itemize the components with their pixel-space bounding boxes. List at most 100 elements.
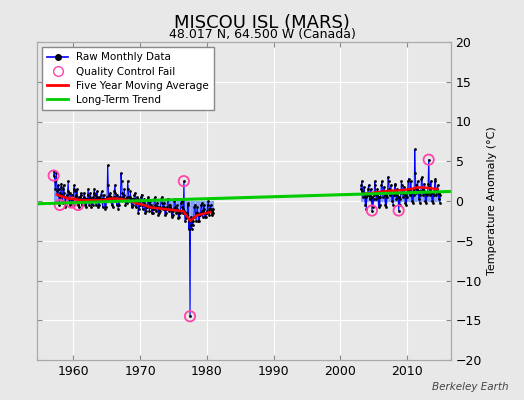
Point: [67, 194, 75, 200]
Point: [434, 190, 442, 196]
Point: [166, 202, 174, 208]
Point: [388, 190, 397, 196]
Point: [161, 212, 169, 218]
Point: [97, 192, 105, 198]
Point: [94, 194, 103, 200]
Point: [160, 200, 168, 206]
Point: [198, 200, 206, 206]
Point: [95, 202, 103, 208]
Point: [174, 215, 182, 222]
Point: [436, 192, 444, 198]
Point: [144, 196, 152, 202]
Point: [122, 196, 130, 203]
Point: [397, 190, 405, 196]
Point: [130, 192, 138, 198]
Text: Berkeley Earth: Berkeley Earth: [432, 382, 508, 392]
Point: [151, 202, 160, 208]
Point: [395, 207, 403, 214]
Point: [180, 207, 189, 214]
Point: [431, 178, 439, 184]
Point: [60, 190, 68, 196]
Point: [165, 202, 173, 208]
Point: [89, 194, 97, 200]
Point: [62, 196, 70, 202]
Point: [203, 202, 212, 208]
Point: [375, 204, 383, 210]
Point: [102, 198, 111, 204]
Point: [66, 202, 74, 208]
Point: [196, 212, 204, 218]
Point: [361, 202, 369, 208]
Point: [127, 196, 135, 202]
Point: [410, 146, 419, 152]
Point: [407, 178, 415, 184]
Point: [386, 192, 394, 198]
Point: [394, 186, 402, 192]
Point: [383, 190, 391, 196]
Point: [67, 199, 75, 206]
Point: [174, 210, 183, 216]
Point: [188, 218, 196, 224]
Point: [85, 202, 93, 208]
Point: [102, 204, 110, 210]
Point: [124, 186, 133, 192]
Point: [56, 202, 64, 208]
Point: [114, 206, 123, 212]
Point: [153, 200, 161, 206]
Point: [89, 202, 97, 208]
Point: [68, 192, 76, 198]
Point: [137, 194, 145, 200]
Point: [431, 176, 440, 182]
Point: [72, 192, 81, 198]
Point: [59, 186, 67, 192]
Point: [421, 198, 430, 204]
Point: [167, 206, 175, 212]
Point: [367, 186, 375, 192]
Point: [162, 210, 170, 216]
Point: [116, 196, 124, 203]
Point: [420, 180, 429, 187]
Point: [405, 176, 413, 182]
Point: [169, 207, 178, 214]
Point: [177, 199, 185, 206]
Point: [179, 206, 188, 212]
Point: [358, 188, 367, 195]
Point: [192, 218, 200, 224]
Point: [110, 188, 118, 195]
Point: [129, 198, 138, 204]
Point: [377, 190, 385, 196]
Point: [397, 178, 406, 184]
Point: [367, 194, 376, 200]
Point: [176, 210, 184, 216]
Point: [77, 190, 85, 196]
Point: [112, 202, 121, 208]
Point: [165, 207, 173, 214]
Point: [53, 188, 61, 195]
Point: [159, 204, 168, 210]
Point: [113, 196, 122, 202]
Point: [396, 196, 405, 202]
Point: [157, 194, 166, 200]
Point: [384, 174, 392, 180]
Point: [435, 199, 444, 206]
Point: [77, 192, 85, 198]
Point: [125, 194, 133, 200]
Point: [73, 186, 81, 192]
Point: [93, 188, 101, 195]
Point: [158, 206, 167, 212]
Point: [150, 196, 159, 203]
Point: [432, 186, 440, 192]
Point: [425, 192, 434, 198]
Point: [428, 198, 436, 204]
Point: [399, 190, 408, 196]
Point: [85, 194, 94, 200]
Point: [207, 206, 215, 212]
Point: [57, 180, 66, 187]
Point: [398, 190, 407, 196]
Point: [62, 202, 71, 208]
Point: [398, 182, 406, 188]
Point: [154, 204, 162, 210]
Point: [173, 202, 181, 208]
Point: [96, 196, 104, 203]
Point: [427, 190, 435, 196]
